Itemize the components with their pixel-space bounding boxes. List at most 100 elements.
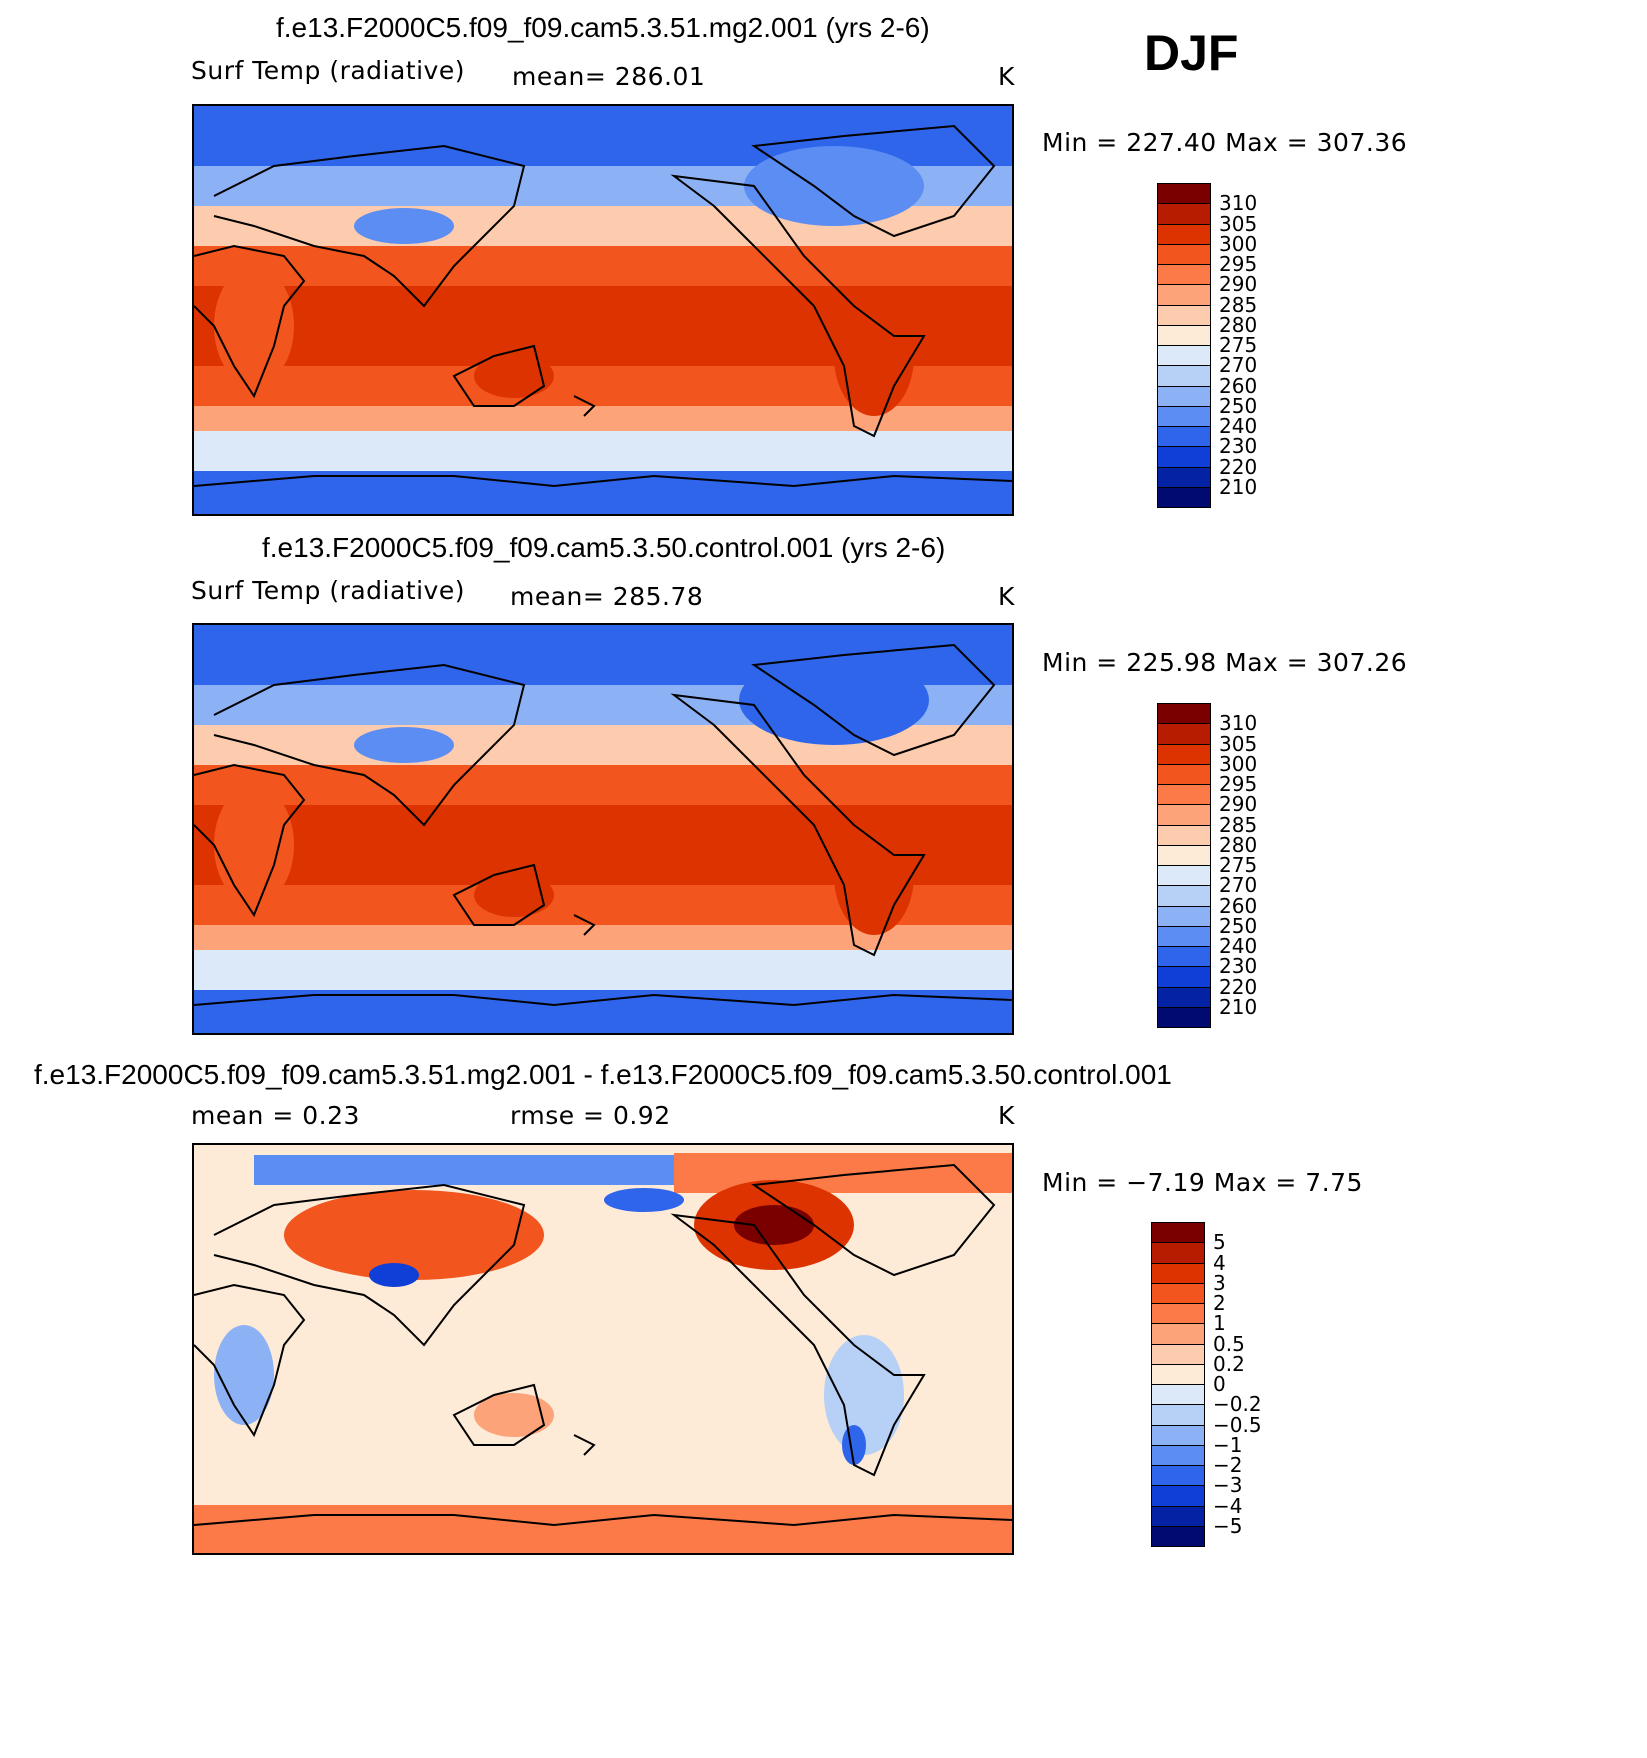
colorbar-swatch — [1157, 743, 1211, 765]
panel1-title: f.e13.F2000C5.f09_f09.cam5.3.51.mg2.001 … — [276, 12, 930, 43]
colorbar-swatch — [1157, 905, 1211, 927]
colorbar-swatch — [1157, 243, 1211, 265]
panel3-map — [192, 1143, 1014, 1555]
colorbar-swatch — [1157, 986, 1211, 1008]
colorbar-swatch — [1151, 1424, 1205, 1446]
panel2-map — [192, 623, 1014, 1035]
panel1-range: Min = 227.40 Max = 307.36 — [1042, 128, 1408, 157]
colorbar-label: −4 — [1213, 1493, 1243, 1518]
panel2-units: K — [998, 582, 1015, 611]
colorbar-swatch — [1157, 1006, 1211, 1028]
namerica-hot — [734, 1205, 814, 1245]
colorbar-swatch — [1157, 405, 1211, 427]
colorbar-label: 270 — [1219, 353, 1258, 378]
colorbar-swatch — [1157, 385, 1211, 407]
band-nsub — [194, 765, 1012, 805]
coastlines — [194, 124, 1012, 488]
colorbar-label: 260 — [1219, 893, 1258, 918]
colorbar-label: 290 — [1219, 272, 1258, 297]
canada-cold — [744, 146, 924, 226]
panel2-variable-label: Surf Temp (radiative) — [191, 576, 465, 605]
tibet-cold — [354, 727, 454, 763]
africa-warm — [214, 266, 294, 386]
samerica-warm — [834, 296, 914, 416]
colorbar-swatch — [1157, 183, 1211, 205]
australia-warm — [474, 354, 554, 398]
africa-warm — [214, 785, 294, 905]
colorbar-swatch — [1151, 1242, 1205, 1264]
colorbar-swatch — [1157, 703, 1211, 725]
colorbar-label: 310 — [1219, 191, 1258, 216]
colorbar-swatch — [1157, 466, 1211, 488]
colorbar-label: 285 — [1219, 292, 1258, 317]
colorbar-swatch — [1157, 723, 1211, 745]
colorbar-label: 230 — [1219, 954, 1258, 979]
colorbar-label: 250 — [1219, 393, 1258, 418]
colorbar-label: 4 — [1213, 1250, 1226, 1275]
colorbar-label: 295 — [1219, 772, 1258, 796]
colorbar-label: 0 — [1213, 1372, 1226, 1396]
panel2-range: Min = 225.98 Max = 307.26 — [1042, 648, 1408, 677]
coastlines — [194, 643, 1012, 1007]
colorbar-swatch — [1157, 345, 1211, 367]
canada-cold — [739, 655, 929, 745]
colorbar-label: 300 — [1219, 751, 1258, 776]
colorbar-swatch — [1157, 324, 1211, 346]
colorbar-swatch — [1157, 966, 1211, 988]
samerica-warm — [834, 815, 914, 935]
panel3-rmse: rmse = 0.92 — [510, 1101, 671, 1130]
colorbar-label: 220 — [1219, 454, 1258, 479]
australia-warm — [474, 1393, 554, 1437]
colorbar-label: 1 — [1213, 1311, 1226, 1336]
colorbar-swatch — [1157, 264, 1211, 286]
colorbar-label: 305 — [1219, 211, 1258, 236]
colorbar-swatch — [1157, 946, 1211, 968]
colorbar-label: 280 — [1219, 312, 1258, 337]
panel1-map — [192, 104, 1014, 516]
tibet-cold — [354, 208, 454, 244]
colorbar-label: 240 — [1219, 934, 1258, 958]
bering-cold — [604, 1188, 684, 1212]
samerica-cold — [824, 1335, 904, 1455]
colorbar-swatch — [1157, 284, 1211, 306]
season-label: DJF — [1144, 25, 1239, 81]
colorbar-swatch — [1151, 1465, 1205, 1487]
colorbar-swatch — [1151, 1282, 1205, 1304]
colorbar-swatch — [1157, 824, 1211, 846]
arctic-cold-strip — [254, 1155, 674, 1185]
colorbar-swatch — [1151, 1303, 1205, 1325]
colorbar-label: 210 — [1219, 994, 1258, 1019]
antarctic-warm — [194, 1505, 1012, 1553]
tibet-cold — [369, 1263, 419, 1287]
australia-warm — [474, 873, 554, 917]
colorbar-label: 305 — [1219, 731, 1258, 756]
colorbar-label: 275 — [1219, 333, 1258, 357]
colorbar-swatch — [1151, 1485, 1205, 1507]
panel1-mean: mean= 286.01 — [512, 62, 706, 91]
asia-warm — [284, 1190, 544, 1280]
colorbar-label: −2 — [1213, 1453, 1243, 1477]
colorbar-label: 2 — [1213, 1291, 1226, 1315]
band-southern-ocean — [194, 431, 1012, 471]
panel3-colorbar: 5 4 3 2 1 0.5 0.2 0 −0.2 −0.5 −1 −2 −3 −4 −5 — [1151, 1222, 1281, 1547]
arctic-warm-strip — [674, 1153, 1012, 1193]
colorbar-swatch — [1157, 304, 1211, 326]
panel2-title: f.e13.F2000C5.f09_f09.cam5.3.50.control.… — [262, 532, 946, 563]
colorbar-swatch — [1157, 763, 1211, 785]
panel1-variable-label: Surf Temp (radiative) — [191, 56, 465, 85]
colorbar-swatch — [1157, 885, 1211, 907]
panel2-mean: mean= 285.78 — [510, 582, 704, 611]
colorbar-label: 285 — [1219, 812, 1258, 837]
colorbar-label: −1 — [1213, 1432, 1243, 1457]
band-nsub — [194, 246, 1012, 286]
colorbar-label: 295 — [1219, 252, 1258, 276]
colorbar-swatch — [1157, 784, 1211, 806]
colorbar-label: 280 — [1219, 832, 1258, 857]
colorbar-label: 310 — [1219, 711, 1258, 736]
colorbar-swatch — [1157, 804, 1211, 826]
colorbar-label: 260 — [1219, 373, 1258, 398]
panel3-mean: mean = 0.23 — [191, 1101, 360, 1130]
colorbar-swatch — [1151, 1525, 1205, 1547]
colorbar-swatch — [1157, 486, 1211, 508]
colorbar-swatch — [1151, 1222, 1205, 1244]
